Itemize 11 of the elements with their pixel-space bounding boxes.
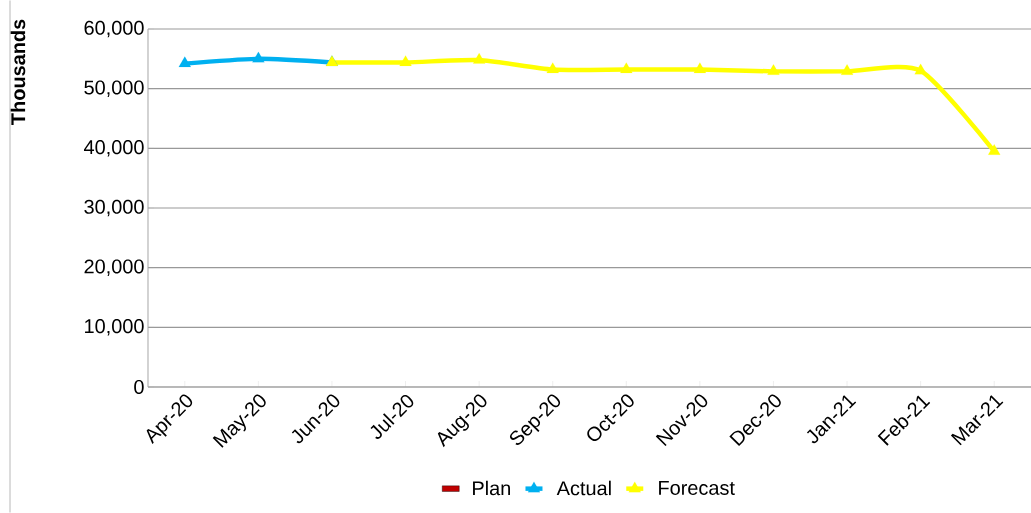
legend-label: Forecast: [659, 481, 735, 495]
y-tick-label: 30,000: [84, 199, 144, 217]
y-tick-label: 20,000: [84, 259, 144, 276]
y-tick-label: 60,000: [84, 20, 144, 38]
y-tick-label: 10,000: [85, 319, 144, 336]
y-axis-title: Thousands: [10, 19, 26, 125]
y-tick-label: 50,000: [84, 80, 144, 97]
y-tick-label: 40,000: [83, 140, 144, 157]
y-tick-label: 0: [134, 379, 144, 395]
legend-label: Actual: [556, 480, 611, 496]
legend-label: Plan: [473, 480, 510, 496]
